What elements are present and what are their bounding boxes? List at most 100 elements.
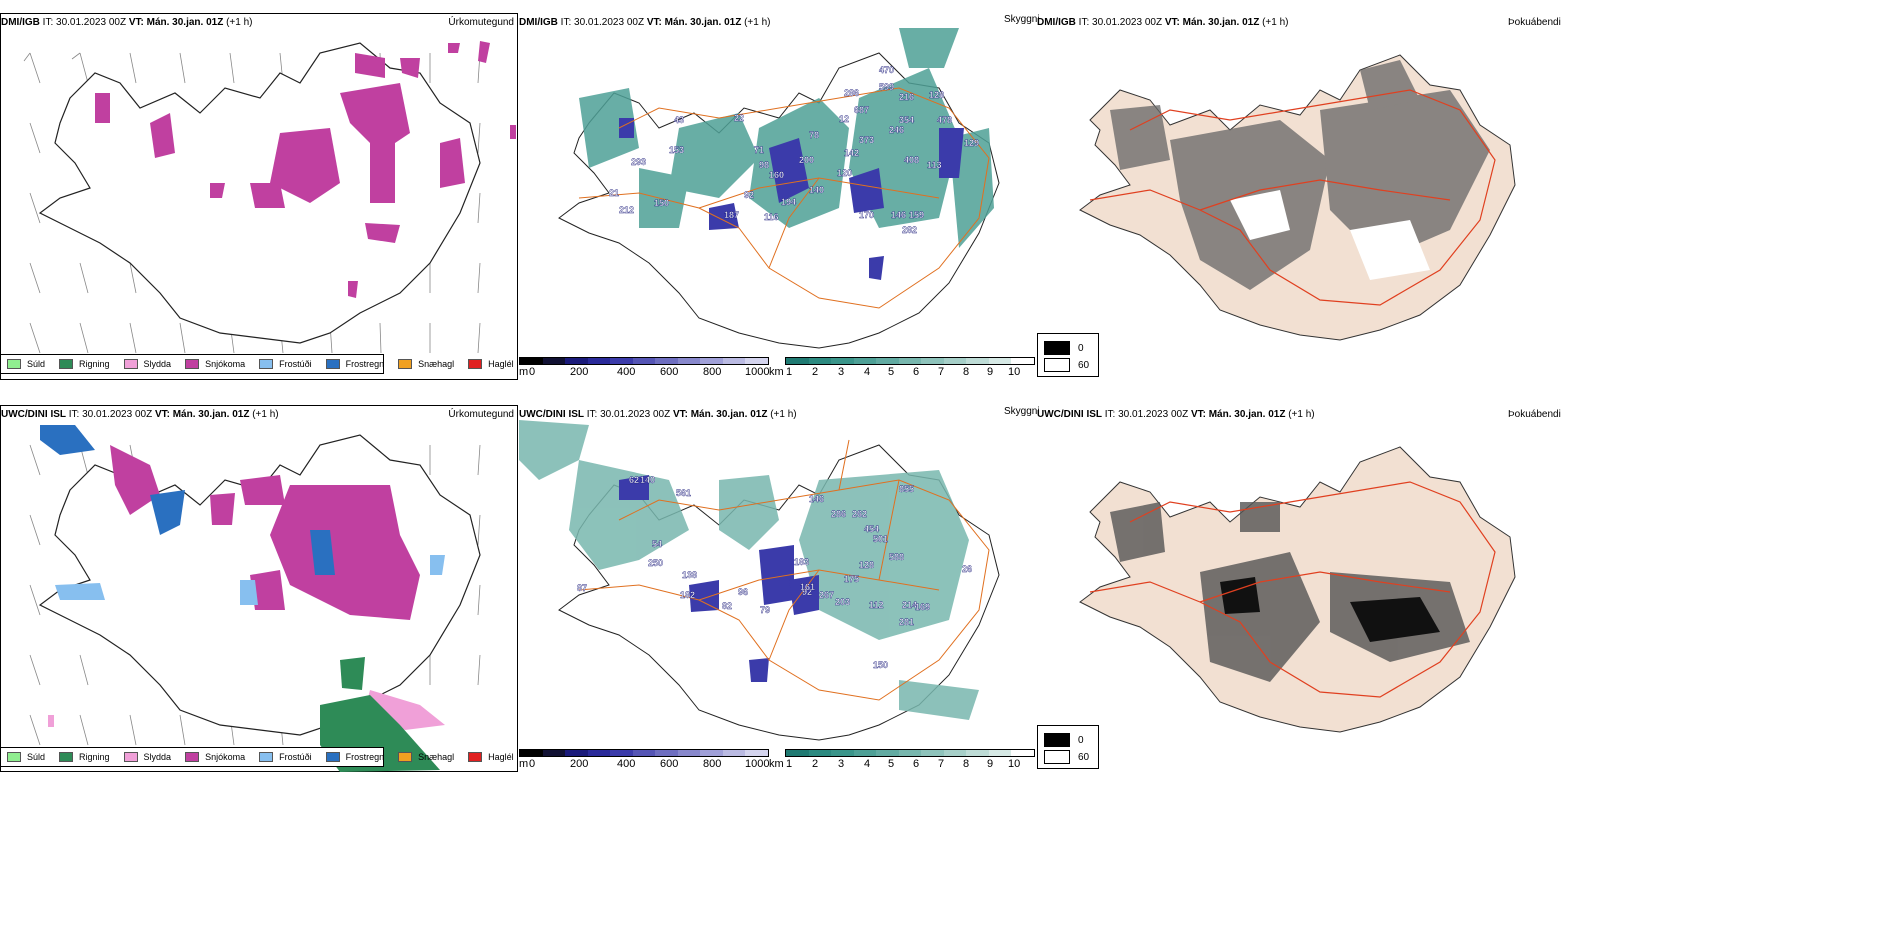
lead-time: (+1 h) [249,409,279,420]
legend-label: Snjókoma [205,752,246,762]
visibility-value-label: 22 [734,113,744,123]
visibility-value-label: 182 [680,590,695,600]
legend-item: Haglél [468,359,514,369]
legend-item: Snæhagl [398,359,454,369]
visibility-value-label: 92 [802,587,812,597]
legend-item: Snæhagl [398,752,454,762]
km-tick: 10 [1008,366,1021,378]
high-fog-index-areas [1220,577,1440,642]
lead-time: (+1 h) [741,17,771,28]
visibility-value-label: 96 [738,587,748,597]
uwc-visibility-title: Skyggni [1004,406,1040,417]
legend-label: Haglél [488,359,514,369]
visibility-value-label: 54 [652,539,662,549]
legend-item: Snjókoma [185,752,245,762]
km-tick: 6 [913,366,920,378]
visibility-value-label: 140 [809,185,824,195]
dmi-visibility-value-labels: 470 286 599 216 128 687 373 354 478 246 129 160 120 4… [609,65,979,235]
dmi-visibility-km-colorbar [785,357,1035,365]
legend-label: Frostregn [345,752,385,762]
km-tick: 9 [987,366,994,378]
m-tick: 1000 [745,366,770,378]
km-tick: 9 [987,758,994,770]
dmi-precip-type-panel: Súld Rigning Slydda Snjókoma Frostúði Fr… [0,13,518,380]
snow-areas [95,41,516,298]
lead-time: (+1 h) [223,17,253,28]
fog-legend-row: 60 [1044,750,1089,764]
road-network [1089,481,1496,698]
uwc-precip-map [29,425,481,772]
visibility-value-label: 194 [781,197,796,207]
dense-fog-areas [619,475,819,682]
visibility-value-label: 26 [962,564,972,574]
visibility-value-label: 87 [577,583,587,593]
dmi-visibility-header: DMI/IGB IT: 30.01.2023 00Z VT: Mán. 30.j… [519,17,771,29]
visibility-value-label: 116 [764,212,779,222]
visibility-value-label: 286 [844,88,859,98]
uwc-visibility-panel [519,420,1037,745]
lead-time: (+1 h) [767,409,797,420]
model-name: UWC/DINI ISL [1,409,66,420]
visibility-value-label: 855 [899,484,914,494]
km-unit-label: km [769,366,784,378]
legend-item: Frostúði [259,359,312,369]
uwc-visibility-m-colorbar [519,749,769,757]
m-tick: 0 [529,366,536,378]
visibility-value-label: 246 [889,125,904,135]
km-tick: 3 [838,758,845,770]
visibility-value-label: 12 [839,114,849,124]
m-tick: 800 [703,366,722,378]
visibility-value-label: 71 [754,145,764,155]
valid-time: VT: Mán. 30.jan. 01Z [128,17,224,28]
fog-legend-row: 0 [1044,341,1084,355]
visibility-value-label: 142 [844,148,859,158]
visibility-value-label: 588 [889,552,904,562]
dmi-fog-title: Þokuábendi [1508,17,1561,28]
legend-label: Snjókoma [205,359,246,369]
m-tick: 0 [529,758,536,770]
precip-type-legend: Súld Rigning Slydda Snjókoma Frostúði Fr… [0,747,514,767]
valid-time: VT: Mán. 30.jan. 01Z [154,409,250,420]
freezing-drizzle-areas [55,555,445,605]
visibility-value-label: 293 [631,157,646,167]
visibility-value-label: 599 [879,82,894,92]
km-tick: 2 [812,366,819,378]
visibility-value-label: 113 [927,160,942,170]
visibility-value-label: 478 [937,115,952,125]
km-tick: 2 [812,758,819,770]
visibility-value-label: 159 [909,210,924,220]
visibility-value-label: 160 [769,170,784,180]
dense-fog-areas [619,118,964,280]
uwc-fog-header: UWC/DINI ISL IT: 30.01.2023 00Z VT: Mán.… [1037,409,1315,421]
legend-label: Frostúði [279,752,312,762]
m-tick: 400 [617,366,636,378]
fog-legend-label: 0 [1078,734,1084,746]
legend-item: Frostúði [259,752,312,762]
model-name: UWC/DINI ISL [1037,409,1102,420]
dmi-visibility-m-colorbar [519,357,769,365]
dmi-precip-title: Úrkomutegund [448,17,514,28]
visibility-value-label: 138 [682,570,697,580]
model-name: DMI/IGB [1,17,40,28]
visibility-value-label: 98 [759,160,769,170]
visibility-value-label: 62 [629,475,639,485]
legend-label: Snæhagl [418,752,455,762]
uwc-fog-title: Þokuábendi [1508,409,1561,420]
visibility-value-label: 169 [915,602,930,612]
uwc-fog-legend: 0 60 [1037,725,1099,769]
uwc-fog-map [1079,446,1516,733]
km-tick: 5 [888,758,895,770]
visibility-value-label: 281 [899,617,914,627]
visibility-value-label: 200 [799,155,814,165]
km-tick: 8 [963,758,970,770]
model-name: DMI/IGB [1037,17,1076,28]
m-tick: 200 [570,758,589,770]
visibility-value-label: 250 [648,558,663,568]
fog-legend-row: 0 [1044,733,1084,747]
uwc-precip-title: Úrkomutegund [448,409,514,420]
visibility-value-label: 175 [844,574,859,584]
dmi-fog-map [1079,54,1516,341]
visibility-value-label: 267 [819,590,834,600]
visibility-value-label: 187 [724,210,739,220]
uwc-visibility-map [519,420,1000,741]
